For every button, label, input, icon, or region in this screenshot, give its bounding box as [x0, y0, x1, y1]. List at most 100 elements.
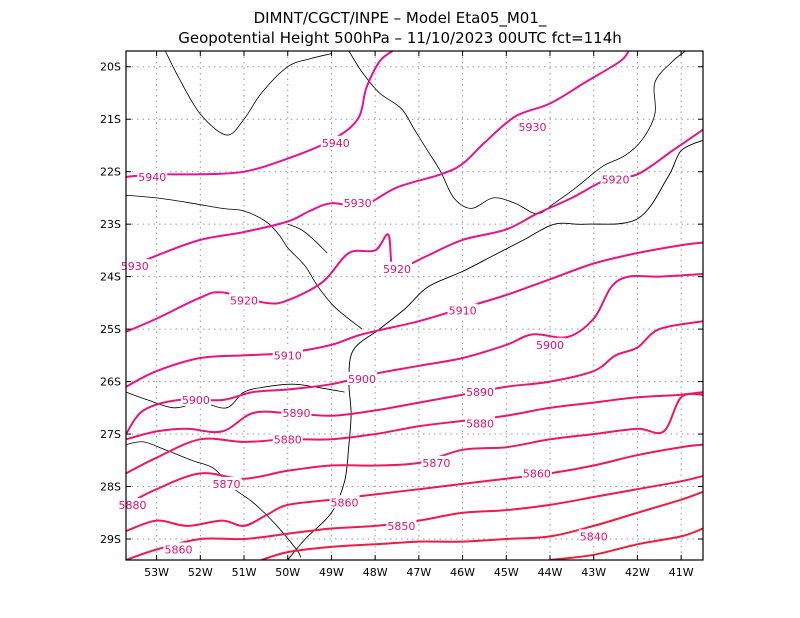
contour-label-bg [320, 135, 351, 149]
contour-label-text: 5890 [466, 386, 494, 399]
contour-label-bg [465, 385, 496, 399]
contour-label-bg [465, 416, 496, 430]
contour-label-bg [272, 348, 303, 362]
lon-tick-label: 46W [450, 566, 475, 579]
contour-line-5840 [261, 490, 703, 560]
contour-label-text: 5920 [602, 174, 630, 187]
state-border [164, 51, 332, 136]
contour-label-bg [342, 196, 373, 210]
contour-label-bg [517, 120, 548, 134]
coastline [287, 139, 703, 560]
contour-label: 5940 [320, 135, 351, 150]
contour-label-text: 5880 [466, 418, 494, 431]
contour-label-text: 5920 [230, 294, 258, 307]
contour-line-5900 [126, 273, 703, 435]
contour-label: 5900 [347, 371, 378, 386]
state-border [126, 194, 363, 330]
contour-label-bg [137, 169, 168, 183]
contour-label-bg [535, 337, 566, 351]
contour-line-5940 [126, 51, 394, 178]
contour-line-5850 [126, 475, 703, 560]
contour-label: 5930 [517, 120, 548, 134]
contour-label-text: 5850 [387, 520, 415, 533]
contour-label: 5890 [465, 385, 496, 399]
lat-tick-label: 25S [100, 323, 121, 336]
lat-tick-label: 28S [100, 481, 121, 494]
contour-label-text: 5930 [344, 197, 372, 210]
contour-line-5830 [549, 527, 703, 560]
lon-tick-label: 43W [581, 566, 606, 579]
contour-label: 5890 [281, 406, 312, 420]
contour-label: 5920 [382, 261, 413, 276]
contour-label-text: 5900 [348, 373, 376, 386]
lon-tick-label: 45W [494, 566, 519, 579]
contour-label: 5910 [272, 348, 303, 362]
contour-label-bg [272, 432, 303, 446]
lon-tick-label: 44W [538, 566, 563, 579]
contour-label: 5880 [117, 497, 148, 512]
contour-label-bg [447, 303, 478, 317]
lat-tick-label: 23S [100, 218, 121, 231]
contour-label-bg [119, 259, 150, 273]
state-border [126, 383, 345, 409]
contour-label-text: 5880 [119, 499, 147, 512]
contour-label-bg [578, 529, 609, 543]
state-border [348, 51, 686, 215]
contour-label-bg [180, 392, 211, 406]
contour-label-text: 5940 [138, 171, 166, 184]
contour-label-bg [600, 172, 631, 186]
contour-label-text: 5900 [536, 339, 564, 352]
lat-tick-label: 29S [100, 533, 121, 546]
contour-label-text: 5840 [580, 530, 608, 543]
lon-tick-label: 51W [232, 566, 257, 579]
contour-label-text: 5860 [331, 496, 359, 509]
contour-label-text: 5860 [164, 544, 192, 557]
map-frame [125, 50, 704, 561]
contour-label: 5880 [272, 432, 303, 446]
contour-label: 5870 [421, 455, 452, 470]
lon-tick-label: 48W [363, 566, 388, 579]
contour-label-text: 5910 [449, 305, 477, 318]
contour-line-5930 [126, 51, 630, 270]
contour-line-5880 [126, 391, 703, 475]
lon-tick-label: 42W [625, 566, 650, 579]
contour-label: 5900 [535, 337, 566, 352]
contour-label-text: 5860 [523, 467, 551, 480]
contour-label-bg [281, 406, 312, 420]
lon-tick-label: 49W [319, 566, 344, 579]
contour-line-5890 [126, 320, 703, 441]
contour-label-bg [211, 476, 242, 490]
contour-label: 5930 [342, 196, 373, 210]
contour-label: 5860 [329, 495, 360, 509]
contour-label-text: 5900 [182, 394, 210, 407]
coastline-path [287, 139, 703, 560]
contour-label-text: 5870 [213, 478, 241, 491]
state-border [287, 223, 328, 254]
contour-label-bg [229, 293, 260, 307]
contour-label-bg [421, 455, 452, 469]
lat-tick-label: 24S [100, 271, 121, 284]
lon-tick-label: 53W [144, 566, 169, 579]
contour-label-bg [382, 261, 413, 275]
contour-label: 5840 [578, 529, 609, 543]
lat-tick-label: 26S [100, 376, 121, 389]
lat-tick-label: 22S [100, 166, 121, 179]
contour-label: 5920 [600, 172, 631, 187]
contour-line-5910 [126, 241, 703, 388]
contour-labels: 5940 5940 5930 5930 5930 5920 5920 5920 5910 5910… [117, 120, 631, 557]
contour-label-text: 5940 [322, 137, 350, 150]
contour-label: 5860 [163, 542, 194, 557]
contour-label-bg [329, 495, 360, 509]
lon-tick-label: 47W [406, 566, 431, 579]
lat-tick-label: 27S [100, 428, 121, 441]
lat-tick-label: 20S [100, 61, 121, 74]
contour-label: 5870 [211, 476, 242, 491]
contour-label-bg [163, 542, 194, 556]
lon-tick-label: 52W [188, 566, 213, 579]
contour-label-text: 5930 [519, 121, 547, 134]
title-line-2: Geopotential Height 500hPa – 11/10/2023 … [178, 29, 622, 47]
contour-label-text: 5910 [274, 349, 302, 362]
contour-label-bg [117, 497, 148, 511]
